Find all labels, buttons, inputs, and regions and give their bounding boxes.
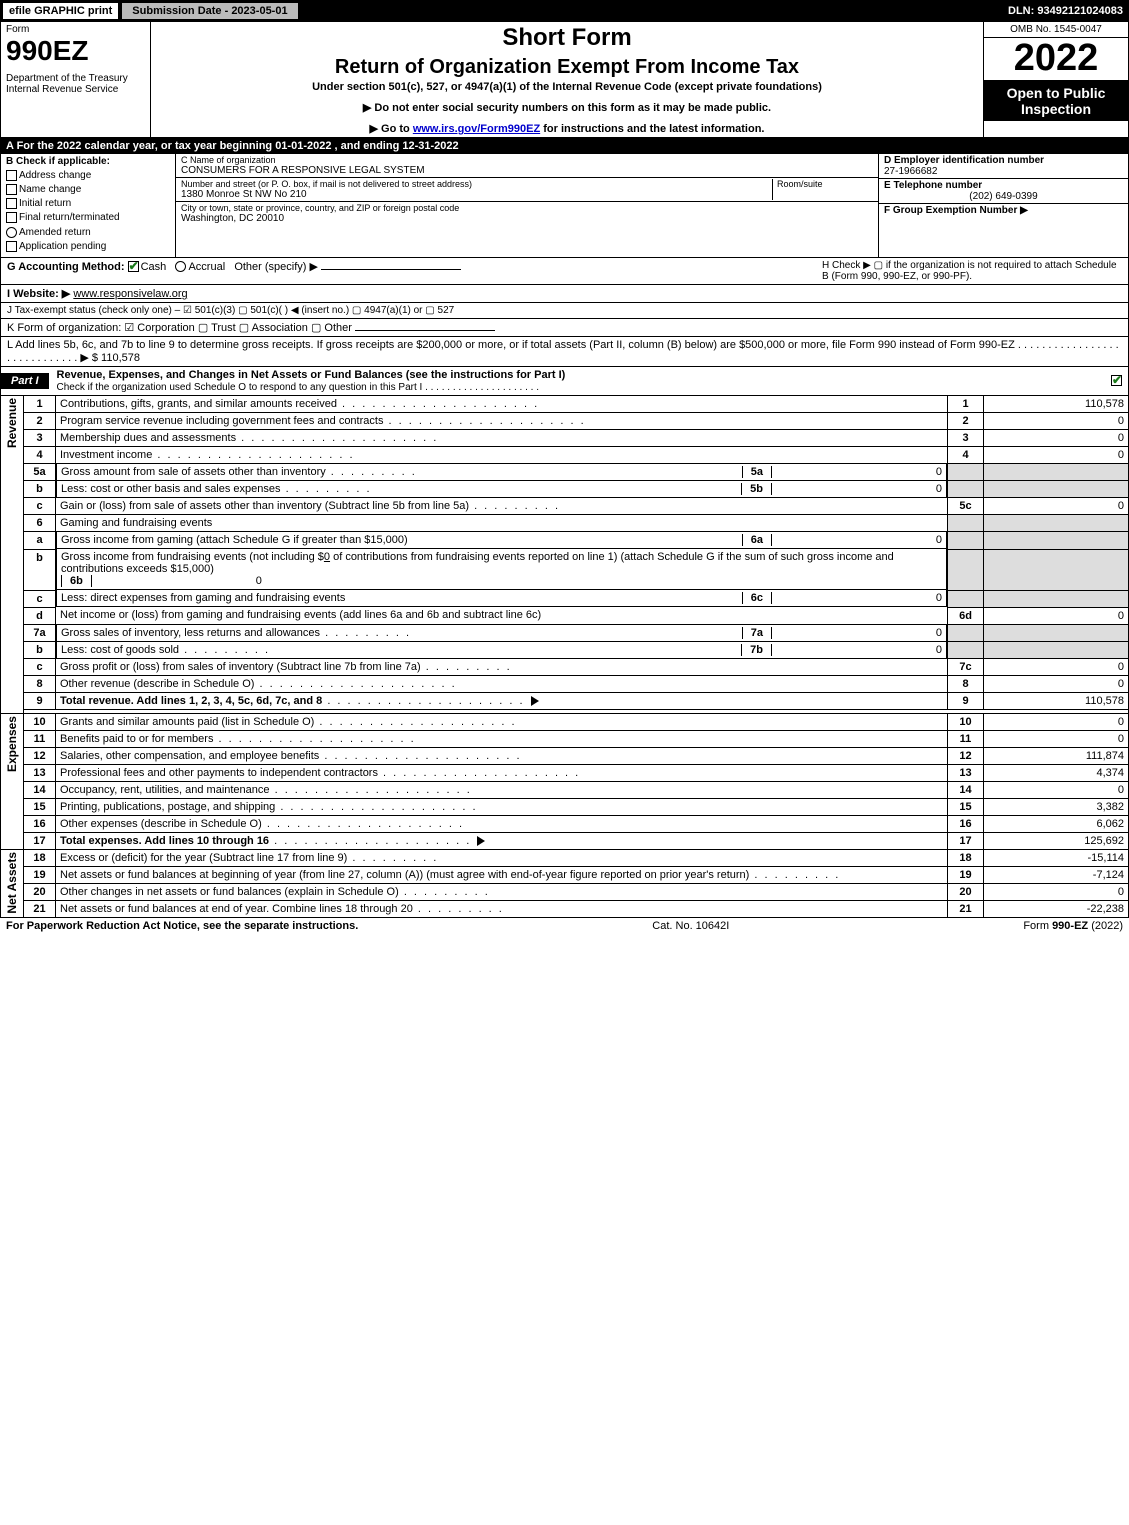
form-header: Form 990EZ Department of the Treasury In…	[0, 22, 1129, 138]
expenses-vlabel: Expenses	[5, 716, 19, 772]
g-lbl: G Accounting Method:	[7, 261, 125, 273]
header-right: OMB No. 1545-0047 2022 Open to Public In…	[983, 22, 1128, 137]
l-val: 110,578	[101, 352, 140, 364]
title-short-form: Short Form	[156, 24, 978, 52]
footer-right: Form 990-EZ (2022)	[1023, 920, 1123, 932]
e-lbl: E Telephone number	[884, 180, 1123, 191]
footer-center: Cat. No. 10642I	[652, 920, 729, 932]
j-text: J Tax-exempt status (check only one) – ☑…	[7, 305, 454, 316]
open-public: Open to Public Inspection	[984, 81, 1128, 121]
section-a: A For the 2022 calendar year, or tax yea…	[0, 138, 1129, 154]
f-lbl: F Group Exemption Number ▶	[884, 205, 1123, 216]
row-g-h: G Accounting Method: Cash Accrual Other …	[0, 258, 1129, 285]
col-b: B Check if applicable: Address change Na…	[1, 154, 176, 257]
h-text: H Check ▶ ▢ if the organization is not r…	[822, 260, 1122, 282]
cb-name-change[interactable]: Name change	[6, 184, 170, 195]
note2-suf: for instructions and the latest informat…	[540, 123, 764, 135]
form-label: Form	[6, 24, 145, 35]
lines-table: Revenue 1Contributions, gifts, grants, a…	[0, 396, 1129, 919]
part1-title: Revenue, Expenses, and Changes in Net As…	[49, 367, 1111, 395]
part1-header: Part I Revenue, Expenses, and Changes in…	[0, 367, 1129, 396]
info-block: B Check if applicable: Address change Na…	[0, 154, 1129, 258]
row-k: K Form of organization: ☑ Corporation ▢ …	[0, 319, 1129, 337]
e-val: (202) 649-0399	[884, 191, 1123, 202]
l-text: L Add lines 5b, 6c, and 7b to line 9 to …	[7, 339, 1119, 364]
cb-accrual[interactable]	[175, 261, 186, 272]
row-i: I Website: ▶ www.responsivelaw.org	[0, 285, 1129, 303]
d-lbl: D Employer identification number	[884, 155, 1123, 166]
part1-tag: Part I	[1, 373, 49, 389]
header-subtitle: Under section 501(c), 527, or 4947(a)(1)…	[156, 81, 978, 93]
header-note2: ▶ Go to www.irs.gov/Form990EZ for instru…	[156, 122, 978, 135]
col-d: D Employer identification number 27-1966…	[878, 154, 1128, 257]
part1-check[interactable]	[1111, 375, 1122, 386]
efile-badge: efile GRAPHIC print	[3, 3, 118, 19]
footer-left: For Paperwork Reduction Act Notice, see …	[6, 920, 358, 932]
cb-cash[interactable]	[128, 261, 139, 272]
dept-label: Department of the Treasury Internal Reve…	[6, 73, 145, 95]
cb-address-change[interactable]: Address change	[6, 170, 170, 181]
title-return: Return of Organization Exempt From Incom…	[156, 56, 978, 79]
netassets-vlabel: Net Assets	[5, 852, 19, 914]
c-city-lbl: City or town, state or province, country…	[181, 203, 873, 213]
top-bar: efile GRAPHIC print Submission Date - 20…	[0, 0, 1129, 22]
footer: For Paperwork Reduction Act Notice, see …	[0, 918, 1129, 934]
c-name: CONSUMERS FOR A RESPONSIVE LEGAL SYSTEM	[181, 165, 873, 176]
c-name-lbl: C Name of organization	[181, 155, 873, 165]
row-l: L Add lines 5b, 6c, and 7b to line 9 to …	[0, 337, 1129, 367]
i-lbl: I Website: ▶	[7, 288, 70, 300]
c-city: Washington, DC 20010	[181, 213, 873, 224]
form-number: 990EZ	[6, 35, 145, 67]
d-val: 27-1966682	[884, 166, 1123, 177]
note2-pre: ▶ Go to	[370, 123, 413, 135]
header-note1: ▶ Do not enter social security numbers o…	[156, 101, 978, 114]
irs-link[interactable]: www.irs.gov/Form990EZ	[413, 123, 540, 135]
b-header: B Check if applicable:	[6, 156, 170, 167]
c-addr-lbl: Number and street (or P. O. box, if mail…	[181, 179, 768, 189]
arrow-icon	[477, 836, 485, 846]
row-j: J Tax-exempt status (check only one) – ☑…	[0, 303, 1129, 319]
cb-app-pending[interactable]: Application pending	[6, 241, 170, 252]
cb-initial-return[interactable]: Initial return	[6, 198, 170, 209]
omb-number: OMB No. 1545-0047	[984, 22, 1128, 38]
tax-year: 2022	[984, 38, 1128, 81]
cb-final-return[interactable]: Final return/terminated	[6, 212, 170, 223]
c-room-lbl: Room/suite	[777, 179, 873, 189]
revenue-vlabel: Revenue	[5, 398, 19, 448]
header-left: Form 990EZ Department of the Treasury In…	[1, 22, 151, 137]
arrow-icon	[531, 696, 539, 706]
cb-amended-return[interactable]: Amended return	[6, 227, 170, 238]
header-center: Short Form Return of Organization Exempt…	[151, 22, 983, 137]
c-addr: 1380 Monroe St NW No 210	[181, 189, 768, 200]
k-text: K Form of organization: ☑ Corporation ▢ …	[7, 322, 352, 334]
dln: DLN: 93492121024083	[1008, 5, 1129, 17]
submission-date: Submission Date - 2023-05-01	[121, 2, 298, 20]
website-link[interactable]: www.responsivelaw.org	[73, 288, 187, 300]
col-c: C Name of organization CONSUMERS FOR A R…	[176, 154, 878, 257]
